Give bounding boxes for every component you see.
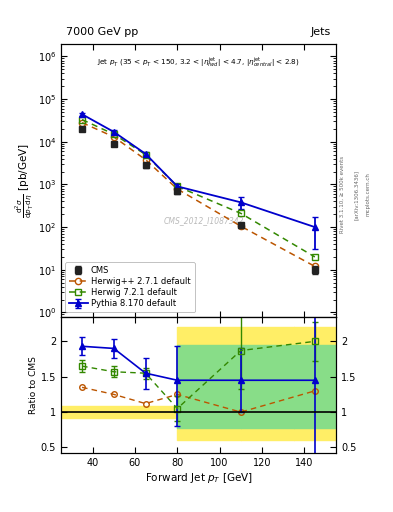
Herwig++ 2.7.1 default <box>80 120 84 126</box>
Herwig++ 2.7.1 default <box>175 186 180 192</box>
Line: Herwig 7.2.1 default: Herwig 7.2.1 default <box>79 116 318 260</box>
Herwig 7.2.1 default <box>112 131 116 137</box>
Herwig++ 2.7.1 default <box>239 223 243 229</box>
Legend: CMS, Herwig++ 2.7.1 default, Herwig 7.2.1 default, Pythia 8.170 default: CMS, Herwig++ 2.7.1 default, Herwig 7.2.… <box>65 262 195 312</box>
Y-axis label: Ratio to CMS: Ratio to CMS <box>29 356 38 414</box>
Herwig 7.2.1 default <box>175 183 180 189</box>
Herwig 7.2.1 default <box>143 152 148 158</box>
Line: Herwig++ 2.7.1 default: Herwig++ 2.7.1 default <box>79 119 318 269</box>
Text: [arXiv:1306.3436]: [arXiv:1306.3436] <box>354 169 359 220</box>
Herwig 7.2.1 default <box>312 254 317 260</box>
Text: Jet $p_T$ (35 < $p_T$ < 150, 3.2 < $|\eta^{\rm jet}_{fwd}|$ < 4.7, $|\eta^{\rm j: Jet $p_T$ (35 < $p_T$ < 150, 3.2 < $|\et… <box>97 56 300 70</box>
X-axis label: Forward Jet $p_T$ [GeV]: Forward Jet $p_T$ [GeV] <box>145 471 252 485</box>
Herwig++ 2.7.1 default <box>143 157 148 163</box>
Text: Rivet 3.1.10, ≥ 500k events: Rivet 3.1.10, ≥ 500k events <box>340 156 345 233</box>
Herwig 7.2.1 default <box>80 117 84 123</box>
Text: 7000 GeV pp: 7000 GeV pp <box>66 27 139 37</box>
Herwig++ 2.7.1 default <box>312 263 317 269</box>
Y-axis label: $\frac{\mathrm{d}^2\sigma}{\mathrm{d}p_T\,\mathrm{d}\eta}$ [pb/GeV]: $\frac{\mathrm{d}^2\sigma}{\mathrm{d}p_T… <box>14 142 35 218</box>
Herwig 7.2.1 default <box>239 210 243 217</box>
Herwig++ 2.7.1 default <box>112 134 116 140</box>
Text: Jets: Jets <box>310 27 331 37</box>
Text: mcplots.cern.ch: mcplots.cern.ch <box>365 173 371 217</box>
Text: CMS_2012_I1087342: CMS_2012_I1087342 <box>164 217 244 225</box>
